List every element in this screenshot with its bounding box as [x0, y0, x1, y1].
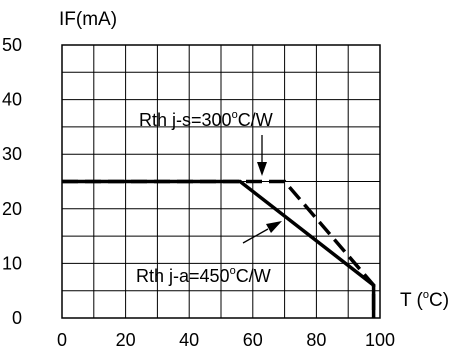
x-axis-label: T (oC) — [400, 289, 449, 311]
y-tick-label: 0 — [12, 308, 22, 328]
x-axis-label-degree: o — [423, 289, 429, 301]
x-tick-label: 60 — [243, 330, 263, 350]
annotation-rth-js-degree: o — [232, 109, 238, 121]
y-tick-label: 10 — [2, 253, 22, 273]
series-layer — [62, 179, 376, 318]
y-tick-label: 40 — [2, 90, 22, 110]
x-tick-label: 20 — [116, 330, 136, 350]
annotation-rth-ja-suffix: C/W — [236, 266, 271, 286]
y-axis-label: IF(mA) — [59, 9, 117, 30]
x-tick-label: 100 — [365, 330, 395, 350]
x-tick-label: 80 — [306, 330, 326, 350]
x-tick-label: 40 — [179, 330, 199, 350]
annotation-arrow-js — [257, 135, 267, 176]
x-axis-label-suffix: C) — [429, 290, 449, 311]
series-line-rth-ja — [62, 179, 376, 318]
y-tick-label: 50 — [2, 35, 22, 55]
annotation-rth-js-suffix: C/W — [238, 110, 273, 130]
grid — [61, 44, 381, 319]
tick-labels: 0 20 40 60 80 100 0 10 20 30 40 50 — [2, 35, 395, 350]
annotation-rth-ja: Rth j-a=450oC/W — [136, 265, 271, 286]
y-tick-label: 20 — [2, 199, 22, 219]
annotation-rth-js: Rth j-s=300oC/W — [139, 109, 273, 130]
x-tick-label: 0 — [57, 330, 67, 350]
y-tick-label: 30 — [2, 144, 22, 164]
annotation-rth-js-prefix: Rth j-s=300 — [139, 110, 232, 130]
annotation-rth-ja-prefix: Rth j-a=450 — [136, 266, 230, 286]
x-axis-label-prefix: T ( — [400, 290, 424, 311]
series-line-rth-js — [62, 179, 376, 318]
annotation-arrow-ja — [242, 221, 282, 244]
annotation-rth-ja-degree: o — [230, 265, 236, 277]
